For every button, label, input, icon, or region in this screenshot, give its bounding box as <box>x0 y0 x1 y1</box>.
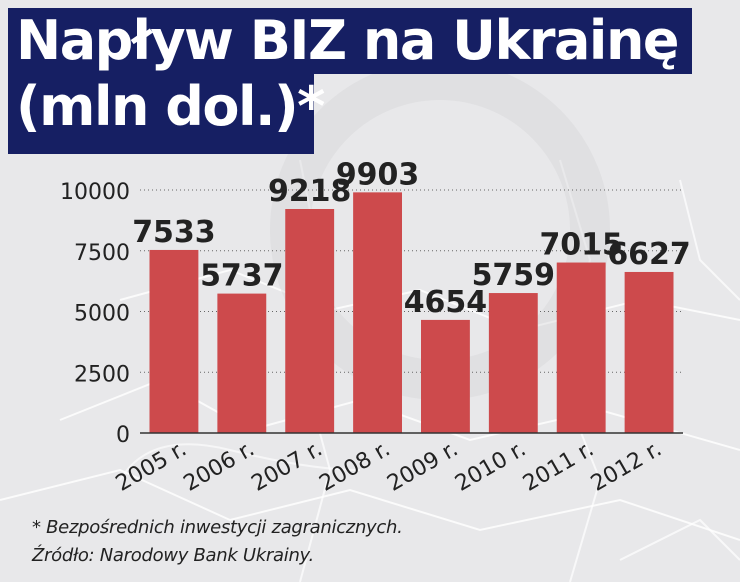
source-note: Źródło: Narodowy Bank Ukrainy. <box>32 545 314 566</box>
bar <box>488 293 538 433</box>
y-tick-label: 2500 <box>74 362 130 387</box>
x-tick-label: 2008 r. <box>315 437 394 497</box>
chart-title-line-1: Napływ BIZ na Ukrainę <box>8 8 692 74</box>
x-tick-label: 2007 r. <box>248 437 327 497</box>
footnote: * Bezpośrednich inwestycji zagranicznych… <box>32 517 403 538</box>
data-label: 6627 <box>607 237 691 272</box>
data-label: 5759 <box>472 258 556 293</box>
y-tick-label: 0 <box>116 423 130 448</box>
data-label: 4654 <box>404 285 488 320</box>
data-label: 5737 <box>200 259 284 294</box>
x-tick-label: 2011 r. <box>519 437 598 497</box>
data-label: 7533 <box>132 215 216 250</box>
bar <box>285 209 335 433</box>
data-label: 7015 <box>539 228 623 263</box>
bar <box>353 192 402 433</box>
bar <box>149 249 199 433</box>
bar <box>421 319 470 433</box>
bar <box>556 262 606 433</box>
y-tick-label: 5000 <box>74 302 130 327</box>
data-label: 9218 <box>268 174 352 209</box>
x-tick-label: 2006 r. <box>180 437 259 497</box>
y-tick-label: 10000 <box>60 180 130 205</box>
data-label: 9903 <box>336 157 420 192</box>
x-tick-label: 2012 r. <box>587 437 666 497</box>
y-tick-label: 7500 <box>74 241 130 266</box>
bar <box>217 293 267 433</box>
x-tick-label: 2010 r. <box>451 437 530 497</box>
chart-title-line-2: (mln dol.)* <box>8 72 325 154</box>
bar <box>624 271 674 433</box>
x-tick-label: 2009 r. <box>383 437 462 497</box>
